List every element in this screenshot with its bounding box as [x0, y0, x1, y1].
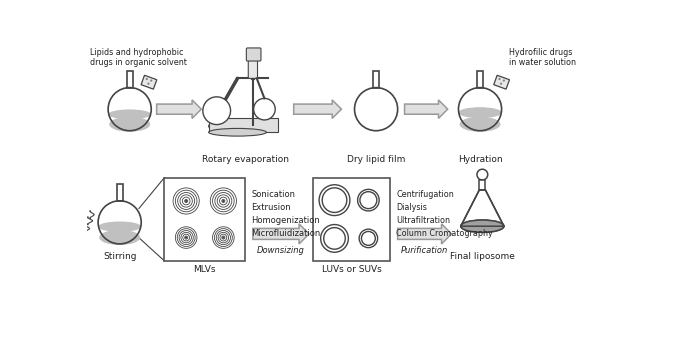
Polygon shape [141, 75, 157, 89]
Ellipse shape [460, 117, 501, 132]
Circle shape [185, 236, 187, 239]
Circle shape [322, 188, 347, 213]
Text: Hydration: Hydration [458, 155, 502, 164]
Text: Stirring: Stirring [103, 252, 136, 260]
Polygon shape [461, 190, 504, 226]
Circle shape [108, 88, 151, 131]
Polygon shape [461, 221, 504, 226]
Text: LUVs or SUVs: LUVs or SUVs [321, 265, 382, 274]
Ellipse shape [461, 220, 504, 233]
Circle shape [362, 231, 375, 245]
Polygon shape [479, 180, 486, 190]
Polygon shape [209, 118, 277, 132]
Polygon shape [253, 224, 309, 244]
Text: Rotary evaporation: Rotary evaporation [201, 155, 288, 164]
Ellipse shape [458, 107, 501, 118]
Polygon shape [405, 100, 448, 118]
Polygon shape [164, 178, 245, 261]
Circle shape [98, 201, 141, 244]
Circle shape [222, 200, 225, 202]
Circle shape [458, 88, 501, 131]
Polygon shape [313, 178, 390, 261]
Text: Lipids and hydrophobic
drugs in organic solvent: Lipids and hydrophobic drugs in organic … [90, 48, 186, 67]
Ellipse shape [109, 117, 150, 132]
Circle shape [359, 229, 377, 248]
Circle shape [355, 88, 398, 131]
Polygon shape [294, 100, 341, 118]
Circle shape [477, 169, 488, 180]
Circle shape [222, 236, 225, 239]
Text: Sonication
Extrusion
Homogenization
Microfluidization: Sonication Extrusion Homogenization Micr… [251, 190, 321, 238]
Text: Downsizing: Downsizing [257, 246, 305, 255]
Ellipse shape [108, 109, 151, 119]
Polygon shape [477, 71, 483, 88]
FancyBboxPatch shape [247, 48, 261, 61]
Text: MLVs: MLVs [193, 265, 216, 274]
Circle shape [500, 82, 502, 85]
Circle shape [360, 192, 377, 209]
Polygon shape [116, 184, 123, 201]
Text: Final liposome: Final liposome [450, 252, 515, 260]
Text: Dry lipid film: Dry lipid film [347, 155, 406, 164]
Circle shape [146, 78, 148, 80]
Circle shape [499, 78, 501, 80]
Text: Purification: Purification [401, 246, 448, 255]
FancyBboxPatch shape [248, 60, 258, 78]
Circle shape [319, 185, 350, 216]
Text: Centrifugation
Dialysis
Ultrafiltration
Column Cromatography: Centrifugation Dialysis Ultrafiltration … [396, 190, 493, 238]
Polygon shape [373, 71, 379, 88]
Circle shape [503, 79, 505, 82]
Ellipse shape [98, 221, 141, 232]
Ellipse shape [209, 128, 266, 136]
Polygon shape [494, 75, 510, 89]
Ellipse shape [209, 119, 266, 133]
Circle shape [147, 82, 149, 85]
Polygon shape [157, 100, 201, 118]
Circle shape [253, 98, 275, 120]
Polygon shape [127, 71, 133, 88]
Circle shape [324, 228, 345, 249]
Circle shape [321, 225, 349, 252]
Circle shape [358, 189, 379, 211]
Ellipse shape [461, 220, 504, 233]
Polygon shape [398, 224, 451, 244]
Circle shape [185, 200, 187, 202]
Text: Hydrofilic drugs
in water solution: Hydrofilic drugs in water solution [509, 48, 576, 67]
Circle shape [203, 97, 231, 125]
Circle shape [150, 79, 152, 82]
Ellipse shape [99, 230, 140, 245]
